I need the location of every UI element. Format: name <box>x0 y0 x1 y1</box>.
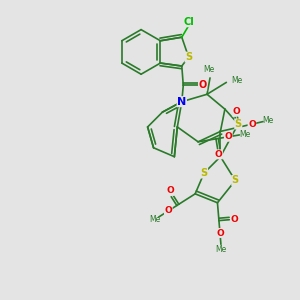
Text: O: O <box>248 120 256 129</box>
Text: S: S <box>235 119 242 129</box>
Text: Me: Me <box>231 76 242 85</box>
Text: O: O <box>216 229 224 238</box>
Text: O: O <box>164 206 172 215</box>
Text: O: O <box>224 132 232 141</box>
Text: O: O <box>231 215 239 224</box>
Text: Me: Me <box>239 130 250 139</box>
Text: O: O <box>232 107 240 116</box>
Text: Me: Me <box>203 65 214 74</box>
Text: S: S <box>185 52 192 62</box>
Text: S: S <box>200 168 208 178</box>
Text: O: O <box>215 150 222 159</box>
Text: Me: Me <box>262 116 274 125</box>
Text: Cl: Cl <box>184 17 195 27</box>
Text: S: S <box>232 176 239 185</box>
Text: O: O <box>167 187 174 196</box>
Text: N: N <box>177 97 186 107</box>
Text: Me: Me <box>149 215 160 224</box>
Text: O: O <box>199 80 207 90</box>
Text: Me: Me <box>216 245 227 254</box>
